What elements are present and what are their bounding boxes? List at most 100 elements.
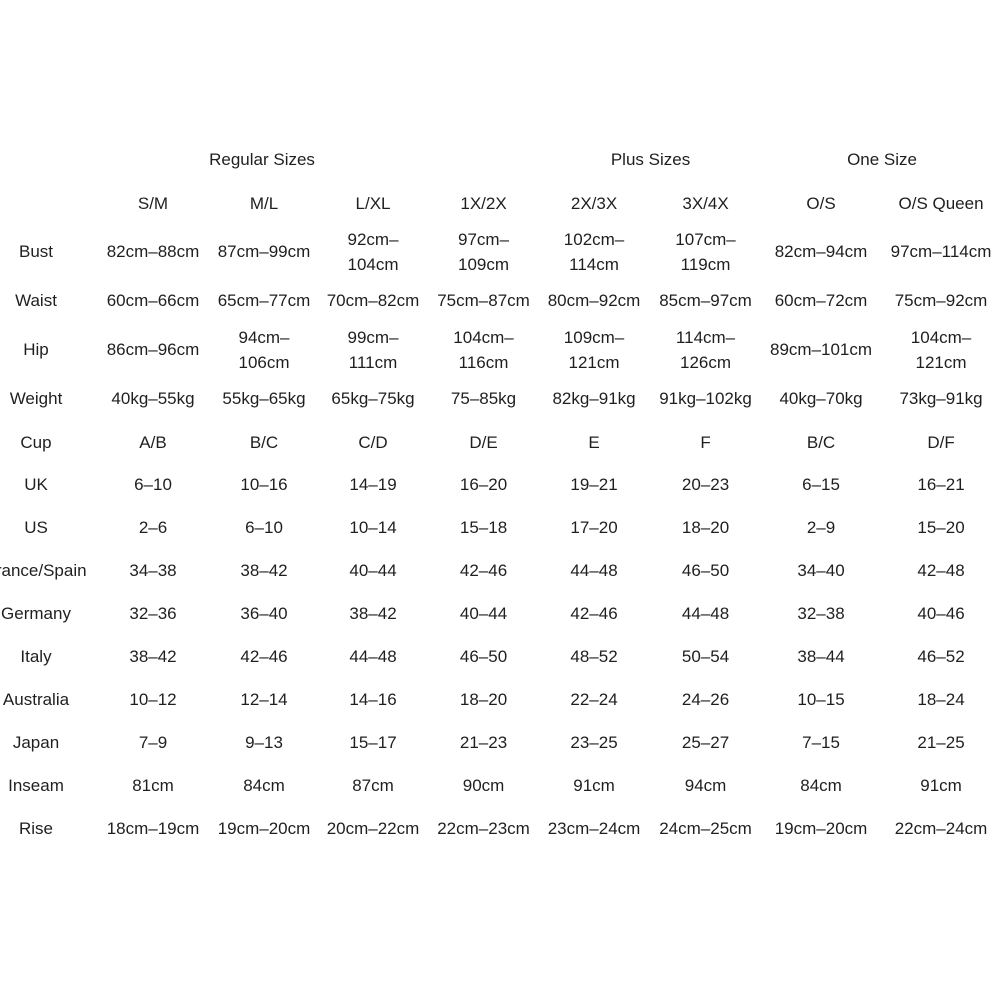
cell: 87cm–99cm (217, 242, 311, 262)
cell: 40kg–55kg (111, 389, 195, 409)
cell: 40–44 (459, 604, 508, 624)
cell: 42–46 (240, 647, 288, 667)
cell: 65kg–75kg (331, 389, 415, 409)
cell: 6–15 (802, 475, 840, 495)
table-row-germany: Germany 32–36 36–40 38–42 40–44 42–46 44… (0, 593, 1000, 636)
cell: 87cm (352, 776, 394, 796)
cell: 23cm–24cm (547, 819, 641, 839)
cell: 2–6 (138, 518, 168, 538)
cell: B/C (806, 432, 836, 452)
row-label-bust: Bust (18, 242, 54, 262)
table-row-us: US 2–6 6–10 10–14 15–18 17–20 18–20 2–9 … (0, 507, 1000, 550)
cell: 40–46 (917, 604, 965, 624)
column-header-ml: M/L (249, 193, 279, 213)
table-row-france-spain: France/Spain 34–38 38–42 40–44 42–46 44–… (0, 550, 1000, 593)
cell: 82cm–94cm (774, 242, 868, 262)
table-row-australia: Australia 10–12 12–14 14–16 18–20 22–24 … (0, 679, 1000, 722)
cell: D/E (469, 432, 498, 452)
cell: 85cm–97cm (659, 291, 752, 311)
cell: 86cm–96cm (106, 340, 200, 360)
cell: 6–10 (134, 475, 172, 495)
cell: 23–25 (570, 733, 618, 753)
cell: 102cm– 114cm (563, 229, 625, 274)
spacer-cell (0, 182, 96, 226)
table-row-cup: Cup A/B B/C C/D D/E E F B/C D/F (0, 422, 1000, 464)
cell: 36–40 (240, 604, 288, 624)
row-label-japan: Japan (12, 733, 60, 753)
size-chart-table: Regular Sizes Plus Sizes One Size S/M M/… (0, 138, 1000, 851)
row-label-inseam: Inseam (8, 776, 64, 796)
cell: 94cm– 106cm (238, 327, 290, 372)
cell: 18–20 (459, 690, 508, 710)
cell: 114cm– 126cm (675, 327, 736, 372)
cell: 109cm– 121cm (563, 327, 625, 372)
cell: 7–15 (802, 733, 840, 753)
cell: 19cm–20cm (217, 819, 311, 839)
cell: 44–48 (570, 561, 618, 581)
row-label-hip: Hip (23, 340, 49, 360)
row-label-italy: Italy (20, 647, 52, 667)
cell: 15–18 (459, 518, 508, 538)
row-label-germany: Germany (1, 604, 71, 624)
table-row-waist: Waist 60cm–66cm 65cm–77cm 70cm–82cm 75cm… (0, 279, 1000, 324)
cell: 2–9 (806, 518, 836, 538)
spacer-cell (0, 138, 96, 182)
cell: 32–36 (129, 604, 177, 624)
column-header-sm: S/M (137, 193, 169, 213)
cell: 91kg–102kg (659, 389, 752, 409)
cell: 25–27 (681, 733, 730, 753)
spacer-cell (428, 138, 539, 182)
cell: 65cm–77cm (217, 291, 311, 311)
cell: 70cm–82cm (326, 291, 420, 311)
column-header-os: O/S (806, 193, 836, 213)
cell: 22–24 (570, 690, 618, 710)
table-row-japan: Japan 7–9 9–13 15–17 21–23 23–25 25–27 7… (0, 722, 1000, 765)
column-header-lxl: L/XL (355, 193, 391, 213)
cell: 73kg–91kg (899, 389, 983, 409)
cell: A/B (139, 432, 167, 452)
column-header-os-queen: O/S Queen (898, 193, 984, 213)
cell: 40–44 (349, 561, 397, 581)
cell: 10–12 (129, 690, 177, 710)
cell: 15–20 (917, 518, 965, 538)
cell: 9–13 (245, 733, 283, 753)
cell: 44–48 (681, 604, 730, 624)
cell: 38–42 (349, 604, 397, 624)
cell: 18cm–19cm (106, 819, 200, 839)
cell: 24cm–25cm (659, 819, 752, 839)
cell: 19–21 (570, 475, 618, 495)
cell: 16–20 (459, 475, 508, 495)
cell: 104cm– 121cm (910, 327, 972, 372)
cell: 44–48 (349, 647, 397, 667)
cell: 21–25 (917, 733, 965, 753)
row-label-us: US (24, 518, 48, 538)
cell: 46–50 (681, 561, 730, 581)
cell: 18–20 (681, 518, 730, 538)
cell: 14–16 (349, 690, 397, 710)
cell: 94cm (684, 776, 727, 796)
cell: 60cm–72cm (774, 291, 868, 311)
cell: 46–50 (459, 647, 508, 667)
cell: 34–38 (129, 561, 177, 581)
cell: 84cm (243, 776, 285, 796)
column-header-2x3x: 2X/3X (570, 193, 618, 213)
cell: C/D (358, 432, 388, 452)
cell: 97cm–114cm (890, 242, 992, 262)
cell: 38–42 (240, 561, 288, 581)
cell: 60cm–66cm (106, 291, 200, 311)
row-label-australia: Australia (2, 690, 70, 710)
cell: 82kg–91kg (552, 389, 636, 409)
cell: 91cm (573, 776, 615, 796)
group-header-regular-sizes: Regular Sizes (209, 149, 315, 169)
table-row-inseam: Inseam 81cm 84cm 87cm 90cm 91cm 94cm 84c… (0, 765, 1000, 808)
cell: 19cm–20cm (774, 819, 868, 839)
column-header-3x4x: 3X/4X (682, 193, 729, 213)
table-row-hip: Hip 86cm–96cm 94cm– 106cm 99cm– 111cm 10… (0, 324, 1000, 377)
cell: 32–38 (797, 604, 845, 624)
row-label-rise: Rise (18, 819, 53, 839)
cell: 6–10 (245, 518, 283, 538)
cell: 15–17 (349, 733, 397, 753)
table-row-italy: Italy 38–42 42–46 44–48 46–50 48–52 50–5… (0, 636, 1000, 679)
cell: 20cm–22cm (326, 819, 420, 839)
cell: 55kg–65kg (222, 389, 306, 409)
